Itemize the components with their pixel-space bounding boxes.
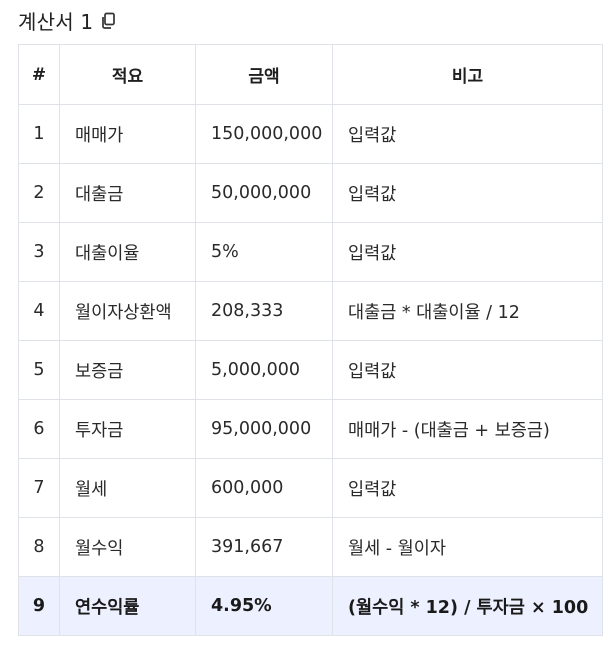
- row-num: 6: [18, 399, 60, 459]
- row-item: 월이자상환액: [59, 281, 196, 341]
- header-amount: 금액: [195, 44, 333, 105]
- row-num: 1: [18, 104, 60, 164]
- table-row: 7 월세 600,000 입력값: [18, 458, 603, 518]
- row-amount: 150,000,000: [195, 104, 333, 164]
- row-amount: 95,000,000: [195, 399, 333, 459]
- row-note: 입력값: [332, 163, 603, 223]
- row-note: 대출금 * 대출이율 / 12: [332, 281, 603, 341]
- row-item: 대출이율: [59, 222, 196, 282]
- row-num: 7: [18, 458, 60, 518]
- row-note: 입력값: [332, 458, 603, 518]
- row-note: 월세 - 월이자: [332, 517, 603, 577]
- row-amount: 208,333: [195, 281, 333, 341]
- row-num: 5: [18, 340, 60, 400]
- row-amount: 5,000,000: [195, 340, 333, 400]
- header-num: #: [18, 44, 60, 105]
- row-num: 4: [18, 281, 60, 341]
- table-row: 6 투자금 95,000,000 매매가 - (대출금 + 보증금): [18, 399, 603, 459]
- row-amount: 50,000,000: [195, 163, 333, 223]
- calculation-table: # 적요 금액 비고 1 매매가 150,000,000 입력값 2 대출금 5…: [18, 44, 603, 636]
- row-item: 대출금: [59, 163, 196, 223]
- table-row: 2 대출금 50,000,000 입력값: [18, 163, 603, 223]
- row-amount: 600,000: [195, 458, 333, 518]
- row-item: 매매가: [59, 104, 196, 164]
- row-note: 매매가 - (대출금 + 보증금): [332, 399, 603, 459]
- row-amount: 391,667: [195, 517, 333, 577]
- page-title: 계산서 1: [18, 9, 94, 34]
- row-num: 9: [18, 576, 60, 636]
- row-num: 8: [18, 517, 60, 577]
- row-item: 연수익률: [59, 576, 196, 636]
- row-note: 입력값: [332, 222, 603, 282]
- table-row-highlighted: 9 연수익률 4.95% (월수익 * 12) / 투자금 × 100: [18, 576, 603, 636]
- table-row: 3 대출이율 5% 입력값: [18, 222, 603, 282]
- row-num: 3: [18, 222, 60, 282]
- row-note: 입력값: [332, 340, 603, 400]
- calculation-header: 계산서 1: [18, 6, 117, 34]
- row-amount: 4.95%: [195, 576, 333, 636]
- table-row: 1 매매가 150,000,000 입력값: [18, 104, 603, 164]
- table-row: 5 보증금 5,000,000 입력값: [18, 340, 603, 400]
- header-item: 적요: [59, 44, 196, 105]
- table-row: 8 월수익 391,667 월세 - 월이자: [18, 517, 603, 577]
- row-note: 입력값: [332, 104, 603, 164]
- copy-icon[interactable]: [99, 11, 117, 31]
- table-row: 4 월이자상환액 208,333 대출금 * 대출이율 / 12: [18, 281, 603, 341]
- row-item: 보증금: [59, 340, 196, 400]
- table-header-row: # 적요 금액 비고: [18, 44, 603, 105]
- row-item: 월수익: [59, 517, 196, 577]
- row-note: (월수익 * 12) / 투자금 × 100: [332, 576, 603, 636]
- row-item: 투자금: [59, 399, 196, 459]
- row-amount: 5%: [195, 222, 333, 282]
- row-item: 월세: [59, 458, 196, 518]
- header-note: 비고: [332, 44, 603, 105]
- row-num: 2: [18, 163, 60, 223]
